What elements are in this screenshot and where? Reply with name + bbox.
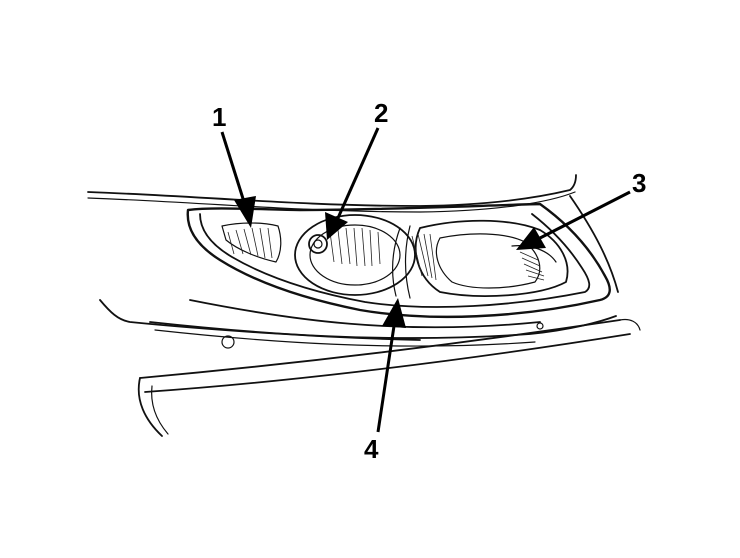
lens-interior <box>221 214 569 299</box>
screw-head <box>221 335 235 349</box>
callout-label-4: 4 <box>364 434 379 464</box>
callout-arrow-3 <box>516 190 631 250</box>
callout-label-1: 1 <box>212 102 226 132</box>
callout-label-3: 3 <box>632 168 646 198</box>
headlamp-housing <box>186 202 611 319</box>
callout-label-2: 2 <box>374 98 388 128</box>
hood-outline <box>87 174 577 213</box>
callout-arrow-1 <box>220 131 256 228</box>
lower-trim <box>149 299 617 349</box>
callout-arrow-4 <box>376 298 406 433</box>
callout-arrow-2 <box>325 127 380 240</box>
bumper-outline <box>137 318 641 437</box>
lens-shading <box>227 227 545 281</box>
